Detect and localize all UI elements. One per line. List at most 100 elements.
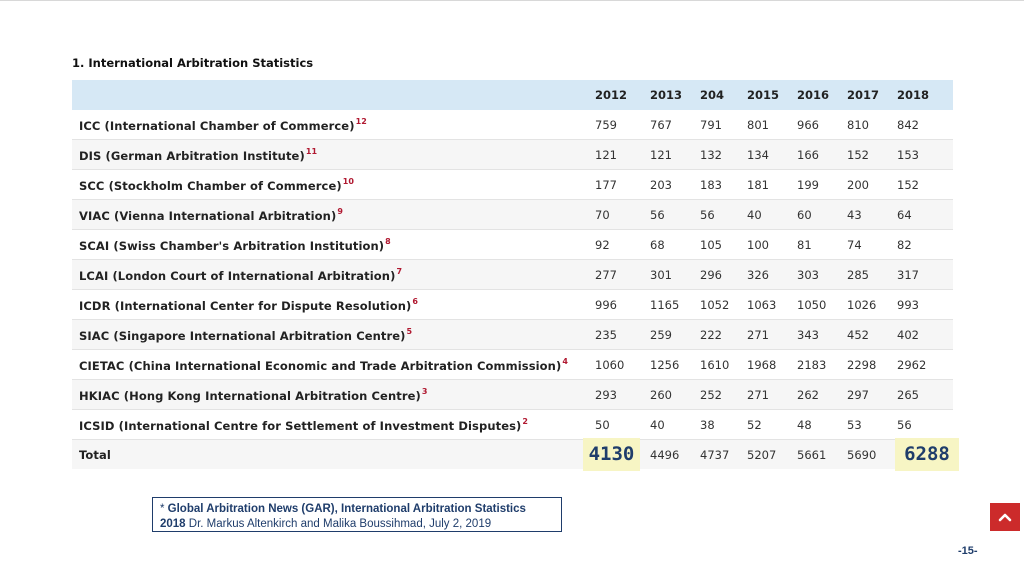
organization-label: SCAI (Swiss Chamber's Arbitration Instit… — [79, 238, 385, 253]
value-cell: 48 — [797, 409, 847, 440]
highlight-total-2018: 6288 — [895, 437, 959, 471]
footnote-reference: 9 — [337, 206, 343, 216]
value-cell: 326 — [747, 259, 797, 290]
value-cell: 40 — [650, 409, 700, 440]
value-cell: 277 — [595, 259, 650, 290]
value-cell: 40 — [747, 199, 797, 230]
value-cell: 100 — [747, 229, 797, 260]
organization-name: SCC (Stockholm Chamber of Commerce)10 — [72, 169, 595, 200]
value-cell: 810 — [847, 110, 897, 140]
value-cell: 199 — [797, 169, 847, 200]
value-cell: 285 — [847, 259, 897, 290]
table-header-row: 2012 2013 204 2015 2016 2017 2018 — [72, 80, 953, 110]
value-cell: 343 — [797, 319, 847, 350]
value-cell: 92 — [595, 229, 650, 260]
value-cell: 966 — [797, 110, 847, 140]
top-divider — [0, 0, 1024, 1]
table-row: SCAI (Swiss Chamber's Arbitration Instit… — [72, 229, 953, 260]
value-cell: 271 — [747, 379, 797, 410]
organization-label: SIAC (Singapore International Arbitratio… — [79, 328, 406, 343]
table-row: CIETAC (China International Economic and… — [72, 349, 953, 380]
column-header: 2018 — [897, 80, 953, 110]
value-cell: 53 — [847, 409, 897, 440]
organization-label: HKIAC (Hong Kong International Arbitrati… — [79, 388, 421, 403]
footnote-reference: 3 — [421, 386, 428, 396]
value-cell: 767 — [650, 110, 700, 140]
arbitration-statistics-table: 2012 2013 204 2015 2016 2017 2018 ICC (I… — [72, 80, 953, 469]
total-value-cell: 5661 — [797, 439, 847, 469]
value-cell: 166 — [797, 139, 847, 170]
citation-year: 2018 — [160, 518, 186, 530]
footnote-reference: 2 — [522, 416, 529, 426]
table-row: ICC (International Chamber of Commerce)1… — [72, 110, 953, 140]
organization-label: ICDR (International Center for Dispute R… — [79, 298, 412, 313]
value-cell: 121 — [595, 139, 650, 170]
table-row: LCAI (London Court of International Arbi… — [72, 259, 953, 290]
value-cell: 121 — [650, 139, 700, 170]
value-cell: 271 — [747, 319, 797, 350]
value-cell: 43 — [847, 199, 897, 230]
value-cell: 222 — [700, 319, 747, 350]
value-cell: 996 — [595, 289, 650, 320]
organization-label: CIETAC (China International Economic and… — [79, 358, 562, 373]
value-cell: 842 — [897, 110, 953, 140]
value-cell: 70 — [595, 199, 650, 230]
value-cell: 1256 — [650, 349, 700, 380]
organization-label: ICC (International Chamber of Commerce) — [79, 118, 355, 133]
total-value-cell: 4496 — [650, 439, 700, 469]
value-cell: 993 — [897, 289, 953, 320]
organization-name: VIAC (Vienna International Arbitration)9 — [72, 199, 595, 230]
source-citation: * Global Arbitration News (GAR), Interna… — [152, 497, 562, 532]
organization-label: SCC (Stockholm Chamber of Commerce) — [79, 178, 342, 193]
value-cell: 260 — [650, 379, 700, 410]
value-cell: 50 — [595, 409, 650, 440]
back-to-top-button[interactable] — [990, 503, 1020, 531]
value-cell: 105 — [700, 229, 747, 260]
header-blank — [72, 80, 595, 110]
value-cell: 132 — [700, 139, 747, 170]
value-cell: 259 — [650, 319, 700, 350]
total-value-cell: 5690 — [847, 439, 897, 469]
value-cell: 252 — [700, 379, 747, 410]
value-cell: 402 — [897, 319, 953, 350]
footnote-reference: 5 — [406, 326, 413, 336]
value-cell: 56 — [700, 199, 747, 230]
highlight-total-2012: 4130 — [583, 437, 640, 471]
value-cell: 1052 — [700, 289, 747, 320]
value-cell: 153 — [897, 139, 953, 170]
value-cell: 1165 — [650, 289, 700, 320]
value-cell: 1026 — [847, 289, 897, 320]
value-cell: 2298 — [847, 349, 897, 380]
value-cell: 293 — [595, 379, 650, 410]
value-cell: 81 — [797, 229, 847, 260]
value-cell: 181 — [747, 169, 797, 200]
value-cell: 262 — [797, 379, 847, 410]
table-row: HKIAC (Hong Kong International Arbitrati… — [72, 379, 953, 410]
value-cell: 317 — [897, 259, 953, 290]
organization-label: LCAI (London Court of International Arbi… — [79, 268, 396, 283]
value-cell: 52 — [747, 409, 797, 440]
value-cell: 2183 — [797, 349, 847, 380]
value-cell: 1063 — [747, 289, 797, 320]
value-cell: 64 — [897, 199, 953, 230]
table-row: SCC (Stockholm Chamber of Commerce)10 177… — [72, 169, 953, 200]
table-row: SIAC (Singapore International Arbitratio… — [72, 319, 953, 350]
organization-name: DIS (German Arbitration Institute)11 — [72, 139, 595, 170]
organization-name: SCAI (Swiss Chamber's Arbitration Instit… — [72, 229, 595, 260]
organization-name: ICC (International Chamber of Commerce)1… — [72, 110, 595, 140]
organization-label: ICSID (International Centre for Settleme… — [79, 418, 522, 433]
value-cell: 74 — [847, 229, 897, 260]
value-cell: 183 — [700, 169, 747, 200]
column-header: 2012 — [595, 80, 650, 110]
value-cell: 1050 — [797, 289, 847, 320]
footnote-reference: 7 — [396, 266, 403, 276]
footnote-reference: 6 — [412, 296, 419, 306]
value-cell: 56 — [650, 199, 700, 230]
citation-star: * — [160, 503, 168, 515]
total-label: Total — [72, 439, 595, 469]
value-cell: 68 — [650, 229, 700, 260]
organization-name: HKIAC (Hong Kong International Arbitrati… — [72, 379, 595, 410]
chevron-up-icon — [998, 513, 1012, 522]
footnote-reference: 12 — [355, 116, 367, 126]
table-row: ICDR (International Center for Dispute R… — [72, 289, 953, 320]
